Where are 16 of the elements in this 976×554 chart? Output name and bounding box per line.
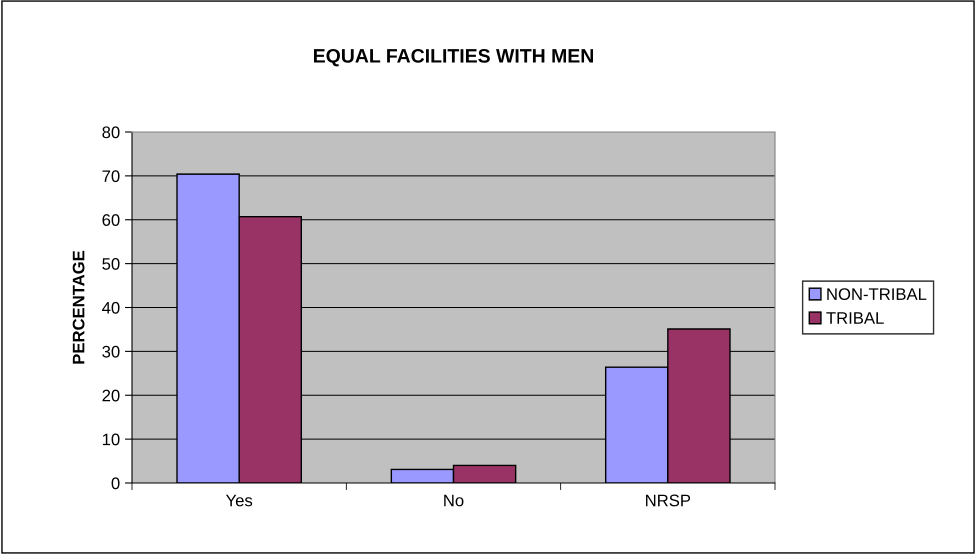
legend-label: NON-TRIBAL (827, 288, 926, 300)
y-tick-label: 20 (102, 390, 120, 402)
y-tick-label: 10 (102, 434, 120, 446)
y-tick-label: 30 (102, 346, 120, 358)
y-axis-title: PERCENTAGE (72, 250, 84, 364)
legend-label: TRIBAL (826, 312, 884, 324)
y-tick-label: 80 (102, 126, 120, 138)
x-tick-label: Yes (226, 494, 252, 506)
y-tick-label: 0 (112, 477, 120, 490)
x-tick-label: NRSP (646, 494, 690, 506)
x-tick-label: No (444, 494, 464, 506)
y-tick-label: 60 (102, 214, 120, 226)
chart-title: EQUAL FACILITIES WITH MEN (314, 48, 593, 66)
y-tick-label: 50 (102, 258, 120, 270)
y-tick-label: 40 (102, 302, 120, 314)
y-tick-label: 70 (102, 170, 120, 182)
